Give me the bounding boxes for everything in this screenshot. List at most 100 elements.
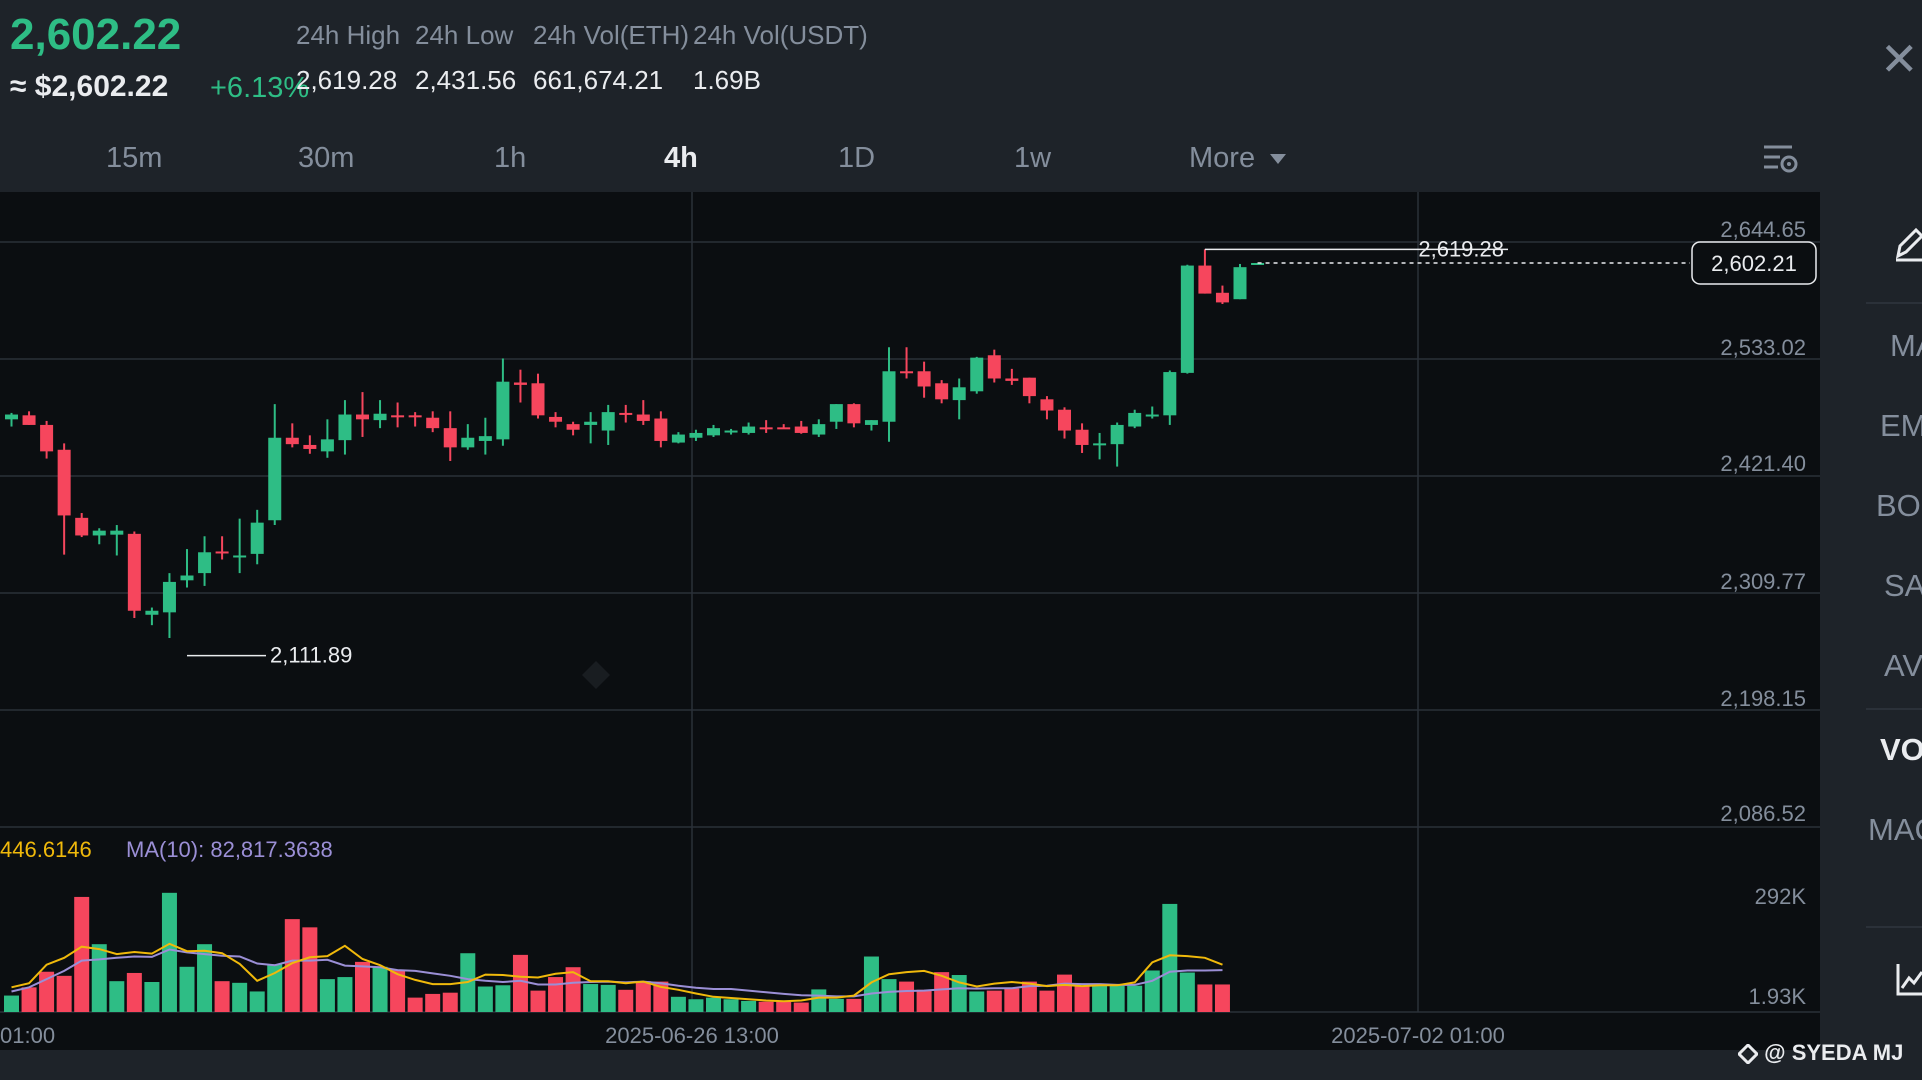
sidebar-item-sar[interactable]: SAR: [1884, 568, 1922, 603]
volume-bar: [548, 977, 564, 1012]
chart-type-icon[interactable]: [1896, 962, 1922, 1001]
volume-bar: [442, 992, 458, 1012]
stat-label: 24h Low: [415, 20, 514, 50]
close-icon[interactable]: ✕: [1880, 33, 1919, 85]
volume-bar: [688, 999, 704, 1012]
tab-4h[interactable]: 4h: [664, 142, 698, 174]
volume-bar: [232, 982, 248, 1012]
candle-body: [707, 428, 720, 436]
caret-down-icon: [1270, 154, 1287, 165]
stat-value: 2,431.56: [415, 65, 517, 95]
volume-bar: [477, 986, 493, 1012]
candle-body: [22, 415, 36, 425]
volume-bar: [846, 998, 862, 1012]
candle-body: [110, 530, 124, 535]
candle-body: [1198, 265, 1212, 294]
sidebar-item-boll[interactable]: BOLL: [1876, 488, 1922, 523]
volume-ma10-label: MA(10): 82,817.3638: [126, 837, 333, 862]
volume-bar: [1074, 985, 1090, 1012]
volume-bar: [776, 1001, 792, 1012]
sidebar-item-ma[interactable]: MA: [1890, 328, 1922, 363]
candle-body: [496, 381, 510, 440]
price-usd-equivalent: ≈ $2,602.22: [10, 70, 169, 103]
chart-area[interactable]: [0, 192, 1820, 1050]
candle-body: [478, 436, 492, 441]
volume-bar: [512, 954, 528, 1012]
stat-value: 2,619.28: [296, 65, 398, 95]
volume-bar: [337, 977, 353, 1012]
candle-body: [742, 426, 756, 433]
candle-body: [250, 522, 264, 554]
volume-bar: [916, 989, 932, 1012]
candle-body: [1110, 424, 1124, 445]
low-marker-label: 2,111.89: [270, 643, 352, 668]
volume-axis-tick: 292K: [1755, 884, 1807, 909]
tab-1w[interactable]: 1w: [1014, 142, 1052, 174]
volume-bar: [4, 995, 19, 1012]
volume-bar: [881, 979, 897, 1012]
sidebar-item-ema[interactable]: EMA: [1880, 408, 1922, 443]
candle-body: [338, 414, 352, 441]
sidebar-item-avl[interactable]: AVL: [1884, 648, 1922, 683]
volume-bar: [1127, 985, 1143, 1012]
candle-body: [636, 414, 650, 421]
sidebar-item-macd[interactable]: MACD: [1868, 812, 1922, 847]
volume-bar: [302, 927, 318, 1012]
volume-bar: [899, 981, 915, 1012]
candle-body: [847, 404, 861, 424]
volume-ma5-line: [11, 942, 1223, 1003]
volume-bar: [934, 972, 950, 1012]
candle-body: [461, 437, 475, 448]
volume-bar: [1039, 990, 1055, 1012]
stat-value: 661,674.21: [533, 65, 664, 95]
volume-ma5-label: 446.6146: [0, 837, 92, 862]
candle-body: [689, 432, 703, 438]
candles-group: [5, 249, 1265, 638]
price-axis-tick: 2,086.52: [1720, 801, 1806, 826]
candle-body: [391, 415, 405, 418]
volume-bar: [969, 991, 985, 1012]
candle-body: [777, 427, 791, 430]
chart-settings-icon[interactable]: [1762, 142, 1798, 181]
candle-body: [584, 421, 598, 425]
candle-body: [268, 437, 282, 521]
sidebar-item-vol[interactable]: VOL: [1880, 732, 1922, 767]
current-price-box: [1691, 241, 1817, 285]
draw-tool-icon[interactable]: [1894, 226, 1922, 267]
volume-bar: [407, 997, 423, 1012]
candle-body: [1145, 414, 1159, 417]
volume-bar: [1179, 972, 1195, 1012]
volume-bar: [74, 896, 90, 1012]
candle-body: [829, 404, 843, 422]
sidebar-divider: [1866, 926, 1922, 928]
tab-30m[interactable]: 30m: [298, 142, 355, 174]
volume-bar: [319, 979, 335, 1012]
time-axis: 01:00 2025-06-26 13:00 2025-07-02 01:00: [0, 1023, 1505, 1048]
tab-more[interactable]: More: [1189, 142, 1287, 175]
volume-bar: [91, 944, 107, 1012]
candle-body: [1128, 412, 1142, 427]
candle-body: [408, 415, 422, 418]
volume-bar: [126, 972, 142, 1012]
candle-body: [566, 424, 580, 430]
volume-bar: [670, 996, 686, 1012]
tab-15m[interactable]: 15m: [106, 142, 163, 174]
stat-24h-low: 24h Low 2,431.56: [415, 20, 516, 96]
volume-bars-group: [4, 892, 1230, 1012]
time-axis-tick: 01:00: [0, 1023, 55, 1048]
candle-body: [1093, 443, 1107, 446]
volume-bar: [1144, 970, 1160, 1012]
price-axis-tick: 2,198.15: [1720, 686, 1806, 711]
candlestick-chart[interactable]: 292K 1.93K 2,644.65 2,533.02 2,421.40 2,309.…: [0, 192, 1820, 1050]
candle-body: [900, 371, 914, 374]
volume-bar: [793, 1002, 809, 1012]
candle-body: [654, 418, 668, 441]
volume-bar: [653, 981, 669, 1012]
tab-1d[interactable]: 1D: [838, 142, 876, 174]
volume-bar: [1162, 903, 1178, 1012]
sidebar-divider: [1866, 708, 1922, 710]
stat-label: 24h Vol(ETH): [533, 20, 690, 50]
candle-body: [935, 383, 949, 400]
tab-1h[interactable]: 1h: [494, 142, 527, 174]
volume-bar: [39, 971, 55, 1012]
